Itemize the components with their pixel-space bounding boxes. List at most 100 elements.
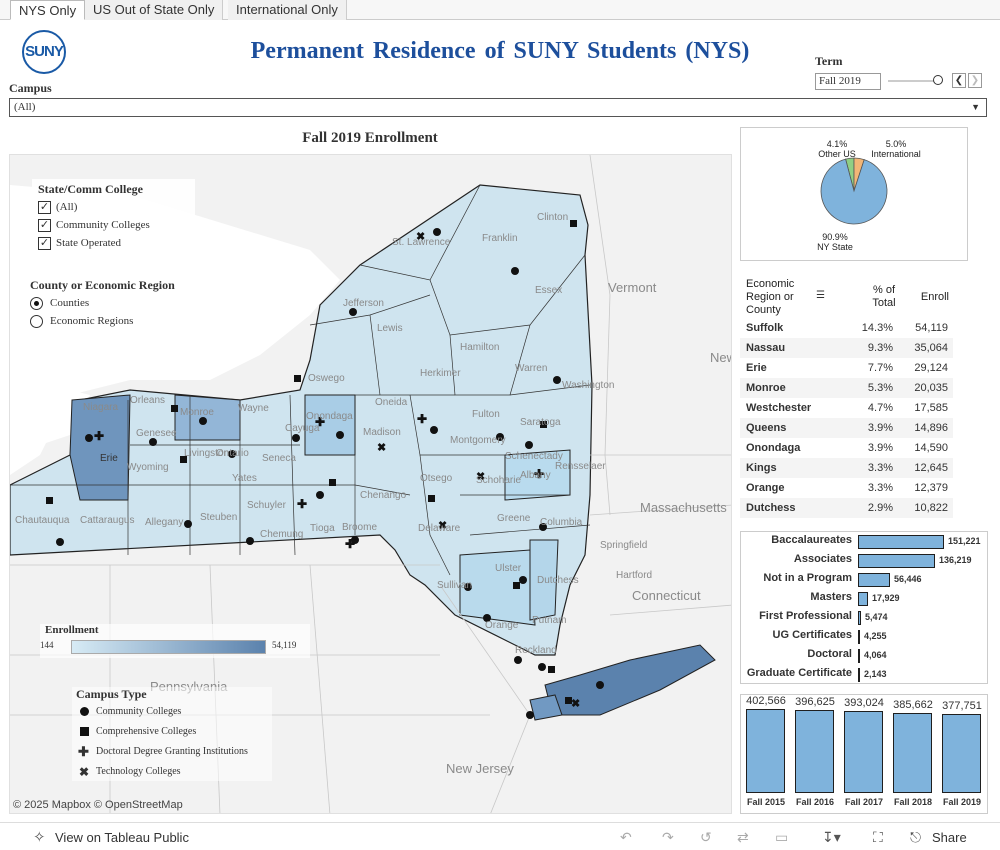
map-label: Putnam: [532, 615, 567, 626]
enrollment-map[interactable]: ✖ ✖ ✖ ✖ ✖ ✚ ✚ ✚ ✚ ✚ ✚ St. Lawrence Frank…: [9, 154, 732, 814]
term-slider-handle[interactable]: [933, 75, 943, 85]
bar[interactable]: [858, 535, 944, 549]
table-row[interactable]: Kings 3.3% 12,645: [740, 458, 953, 478]
sort-icon[interactable]: ☰: [816, 290, 825, 301]
redo-icon[interactable]: ↷: [662, 829, 674, 845]
share-icon[interactable]: ⎋: [910, 829, 922, 845]
map-label: Wyoming: [127, 462, 169, 473]
pie-label-pct: 4.1%: [826, 139, 848, 149]
bar-row[interactable]: Graduate Certificate 2,143: [741, 665, 989, 684]
checkbox-checked-icon[interactable]: ✓: [38, 219, 51, 232]
table-row[interactable]: Monroe 5.3% 20,035: [740, 378, 953, 398]
filter-option-state[interactable]: ✓ State Operated: [32, 235, 195, 253]
tab-us-out-of-state[interactable]: US Out of State Only: [85, 0, 224, 20]
bar-row[interactable]: First Professional 5,474: [741, 608, 989, 627]
bar-row[interactable]: Baccalaureates 151,221: [741, 532, 989, 551]
map-title: Fall 2019 Enrollment: [302, 130, 438, 146]
trend-axis-label: Fall 2016: [795, 797, 835, 807]
bar[interactable]: [858, 630, 860, 644]
map-label: Genesee: [136, 428, 177, 439]
previous-icon[interactable]: ❮: [952, 73, 966, 88]
bar-row[interactable]: Doctoral 4,064: [741, 646, 989, 665]
trend-column[interactable]: [844, 711, 883, 793]
table-row[interactable]: Suffolk 14.3% 54,119: [740, 318, 953, 338]
campus-dropdown[interactable]: (All) ▼: [9, 98, 987, 117]
row-enroll: 20,035: [914, 382, 948, 394]
trend-column[interactable]: [893, 713, 932, 793]
bar-row[interactable]: Not in a Program 56,446: [741, 570, 989, 589]
bar[interactable]: [858, 649, 860, 663]
map-label: Sullivan: [437, 580, 473, 591]
bar[interactable]: [858, 592, 868, 606]
bar-row[interactable]: Associates 136,219: [741, 551, 989, 570]
radio-economic-regions[interactable]: Economic Regions: [26, 313, 206, 331]
bar[interactable]: [858, 573, 890, 587]
tab-nys-only[interactable]: NYS Only: [10, 0, 86, 20]
map-label: Springfield: [600, 540, 648, 551]
map-label: Orange: [485, 620, 519, 631]
column-header-region[interactable]: Economic Region or County: [746, 278, 795, 316]
bar-row[interactable]: Masters 17,929: [741, 589, 989, 608]
pie-slice[interactable]: [820, 158, 888, 225]
legend-item-label: Technology Colleges: [96, 766, 181, 777]
radio-counties[interactable]: Counties: [26, 295, 206, 313]
row-percent: 14.3%: [861, 322, 893, 334]
map-label: Ontario: [216, 448, 249, 459]
trend-column[interactable]: [746, 709, 785, 793]
pause-icon[interactable]: ▭: [775, 829, 789, 845]
legend-item-label: Doctoral Degree Granting Institutions: [96, 746, 248, 757]
trend-column[interactable]: [942, 714, 981, 793]
row-region: Suffolk: [746, 322, 784, 334]
share-button[interactable]: Share: [932, 830, 967, 845]
nys-outline: [10, 184, 593, 656]
table-row[interactable]: Nassau 9.3% 35,064: [740, 338, 953, 358]
term-slider-track[interactable]: [888, 80, 940, 82]
map-label: Albany: [520, 470, 551, 481]
map-label: Schoharie: [476, 475, 522, 486]
next-icon[interactable]: ❯: [968, 73, 982, 88]
table-row[interactable]: Onondaga 3.9% 14,590: [740, 438, 953, 458]
map-label: Connecticut: [632, 588, 701, 603]
bar-row[interactable]: UG Certificates 4,255: [741, 627, 989, 646]
map-label: Columbia: [540, 517, 583, 528]
bar[interactable]: [858, 554, 935, 568]
refresh-icon[interactable]: ⇄: [737, 829, 749, 845]
residence-pie[interactable]: [741, 128, 969, 262]
download-icon[interactable]: ↧▾: [822, 829, 841, 845]
suny-logo: SUNY: [22, 30, 66, 74]
row-enroll: 54,119: [915, 322, 948, 334]
map-label: Seneca: [262, 453, 296, 464]
checkbox-checked-icon[interactable]: ✓: [38, 201, 51, 214]
table-row[interactable]: Orange 3.3% 12,379: [740, 478, 953, 498]
fullscreen-icon[interactable]: ⛶: [873, 829, 883, 845]
trend-value-label: 385,662: [893, 699, 933, 711]
svg-text:✖: ✖: [377, 442, 386, 454]
revert-icon[interactable]: ↺: [700, 829, 712, 845]
undo-icon[interactable]: ↶: [620, 829, 632, 845]
radio-icon[interactable]: [30, 315, 43, 328]
table-row[interactable]: Westchester 4.7% 17,585: [740, 398, 953, 418]
pie-label-name: International: [871, 149, 921, 159]
bar[interactable]: [858, 668, 860, 682]
checkbox-checked-icon[interactable]: ✓: [38, 237, 51, 250]
bar-value-label: 56,446: [894, 574, 922, 584]
column-header-enroll[interactable]: Enroll: [920, 291, 949, 303]
filter-option-community[interactable]: ✓ Community Colleges: [32, 217, 195, 235]
table-row[interactable]: Dutchess 2.9% 10,822: [740, 498, 953, 518]
map-copyright[interactable]: © 2025 Mapbox © OpenStreetMap: [13, 799, 183, 811]
bar-label: Masters: [810, 591, 852, 603]
view-tabs: NYS Only US Out of State Only Internatio…: [0, 0, 1000, 20]
radio-selected-icon[interactable]: [30, 297, 43, 310]
view-on-tableau-link[interactable]: View on Tableau Public: [55, 830, 189, 845]
column-header-pct[interactable]: % of Total: [872, 284, 896, 309]
bar[interactable]: [858, 611, 861, 625]
legend-item: ✚ Doctoral Degree Granting Institutions: [72, 742, 272, 762]
table-row[interactable]: Erie 7.7% 29,124: [740, 358, 953, 378]
filter-option-all[interactable]: ✓ (All): [32, 199, 195, 217]
map-label: Jefferson: [343, 298, 384, 309]
trend-column[interactable]: [795, 710, 834, 793]
tab-international[interactable]: International Only: [228, 0, 347, 20]
table-row[interactable]: Queens 3.9% 14,896: [740, 418, 953, 438]
map-label: Chautauqua: [15, 515, 70, 526]
term-select[interactable]: Fall 2019: [815, 73, 881, 90]
